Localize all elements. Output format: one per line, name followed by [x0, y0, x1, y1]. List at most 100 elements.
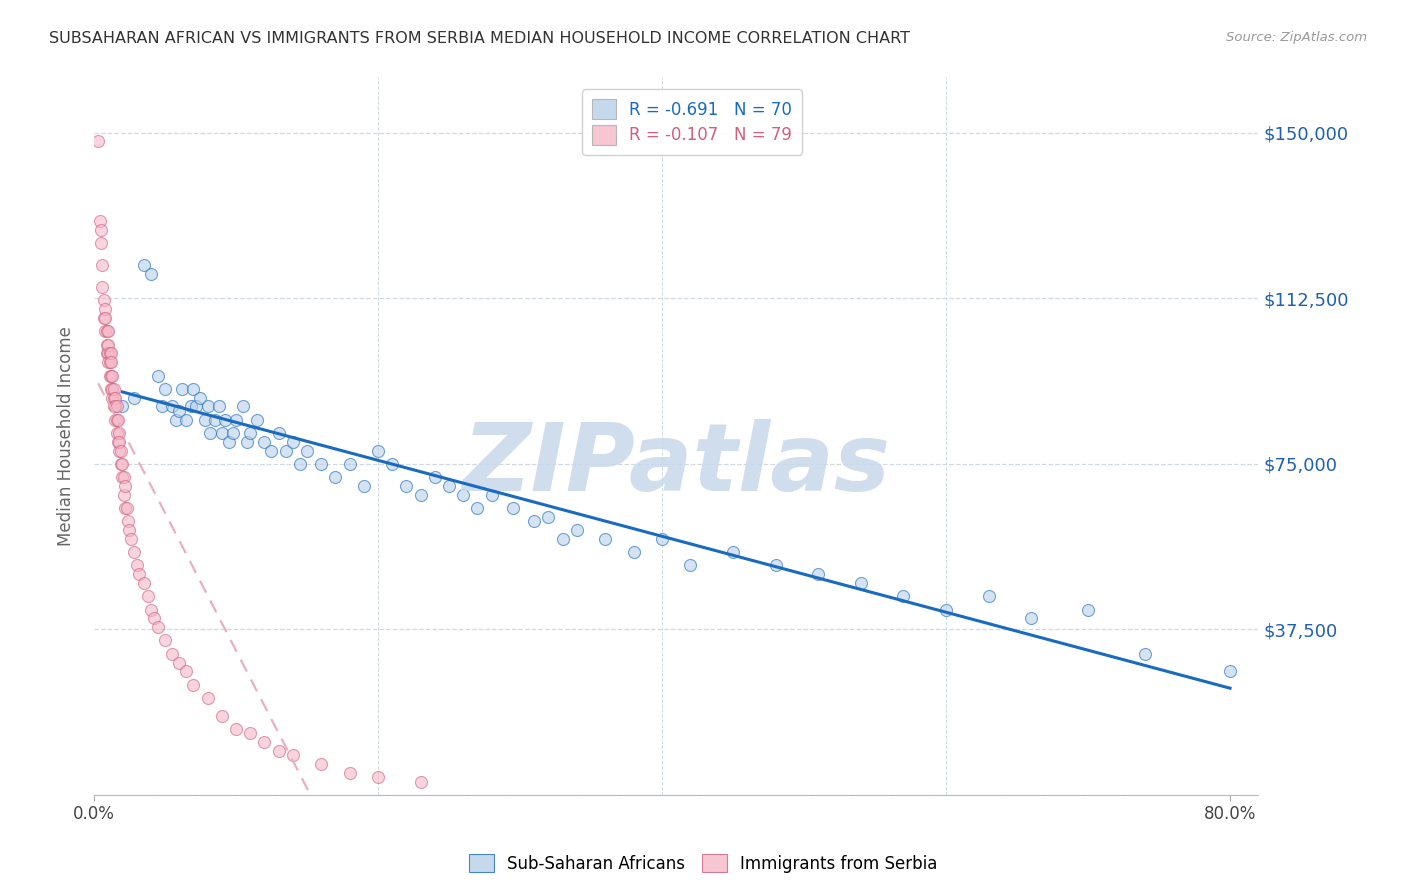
Point: [409, 774, 432, 789]
Point: [309, 457, 332, 471]
Point: [502, 501, 524, 516]
Point: [339, 766, 361, 780]
Point: [1019, 611, 1042, 625]
Point: [194, 413, 217, 427]
Point: [893, 590, 915, 604]
Point: [849, 576, 872, 591]
Point: [139, 602, 162, 616]
Point: [935, 602, 957, 616]
Point: [353, 479, 375, 493]
Point: [91, 258, 114, 272]
Point: [98, 355, 121, 369]
Point: [105, 413, 128, 427]
Point: [107, 413, 129, 427]
Point: [153, 382, 176, 396]
Point: [1133, 647, 1156, 661]
Point: [236, 434, 259, 449]
Point: [1077, 602, 1099, 616]
Point: [97, 324, 120, 338]
Point: [437, 479, 460, 493]
Point: [94, 311, 117, 326]
Point: [108, 434, 131, 449]
Point: [110, 457, 132, 471]
Point: [721, 545, 744, 559]
Point: [537, 509, 560, 524]
Point: [200, 425, 222, 440]
Point: [112, 470, 135, 484]
Y-axis label: Median Household Income: Median Household Income: [58, 326, 75, 546]
Point: [114, 501, 136, 516]
Point: [214, 413, 236, 427]
Point: [101, 391, 124, 405]
Point: [167, 656, 190, 670]
Point: [160, 647, 183, 661]
Point: [160, 400, 183, 414]
Point: [153, 633, 176, 648]
Point: [87, 135, 110, 149]
Point: [451, 488, 474, 502]
Point: [104, 391, 127, 405]
Point: [551, 532, 574, 546]
Point: [239, 726, 262, 740]
Point: [108, 425, 131, 440]
Point: [97, 346, 120, 360]
Point: [183, 678, 205, 692]
Point: [267, 744, 290, 758]
Point: [222, 425, 245, 440]
Point: [103, 382, 125, 396]
Point: [100, 346, 122, 360]
Point: [98, 368, 121, 383]
Point: [211, 425, 233, 440]
Point: [93, 311, 115, 326]
Point: [111, 400, 134, 414]
Point: [105, 400, 128, 414]
Point: [117, 514, 139, 528]
Point: [765, 558, 787, 573]
Point: [232, 400, 254, 414]
Point: [325, 470, 347, 484]
Point: [122, 391, 145, 405]
Point: [89, 214, 111, 228]
Point: [104, 400, 127, 414]
Point: [104, 413, 127, 427]
Point: [679, 558, 702, 573]
Point: [100, 368, 122, 383]
Point: [128, 567, 150, 582]
Point: [96, 324, 118, 338]
Point: [309, 757, 332, 772]
Point: [225, 722, 247, 736]
Point: [281, 434, 304, 449]
Text: SUBSAHARAN AFRICAN VS IMMIGRANTS FROM SERBIA MEDIAN HOUSEHOLD INCOME CORRELATION: SUBSAHARAN AFRICAN VS IMMIGRANTS FROM SE…: [49, 31, 910, 46]
Point: [593, 532, 616, 546]
Point: [114, 479, 136, 493]
Point: [94, 324, 117, 338]
Point: [977, 590, 1000, 604]
Point: [186, 400, 208, 414]
Point: [115, 501, 138, 516]
Legend: R = -0.691   N = 70, R = -0.107   N = 79: R = -0.691 N = 70, R = -0.107 N = 79: [582, 89, 801, 154]
Legend: Sub-Saharan Africans, Immigrants from Serbia: Sub-Saharan Africans, Immigrants from Se…: [463, 847, 943, 880]
Point: [132, 576, 155, 591]
Point: [1219, 665, 1241, 679]
Point: [104, 400, 127, 414]
Point: [339, 457, 361, 471]
Point: [381, 457, 404, 471]
Point: [190, 391, 212, 405]
Point: [651, 532, 673, 546]
Point: [101, 368, 124, 383]
Point: [239, 425, 262, 440]
Point: [197, 400, 219, 414]
Point: [136, 590, 159, 604]
Point: [204, 413, 226, 427]
Text: ZIPatlas: ZIPatlas: [463, 419, 890, 511]
Point: [179, 400, 201, 414]
Point: [90, 235, 112, 250]
Point: [118, 523, 141, 537]
Point: [367, 443, 389, 458]
Point: [246, 413, 269, 427]
Point: [253, 735, 276, 749]
Point: [150, 400, 173, 414]
Point: [120, 532, 142, 546]
Point: [183, 382, 205, 396]
Point: [395, 479, 418, 493]
